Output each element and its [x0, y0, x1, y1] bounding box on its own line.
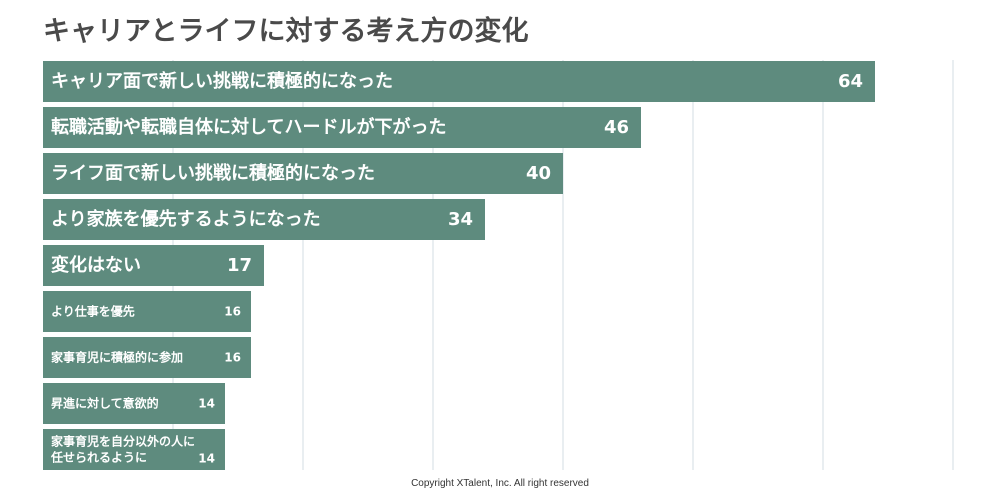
bar	[43, 337, 251, 378]
value-label: 16	[224, 351, 241, 365]
bar	[43, 383, 225, 424]
value-label: 16	[224, 305, 241, 319]
bar	[43, 153, 563, 194]
copyright-footer: Copyright XTalent, Inc. All right reserv…	[411, 478, 589, 489]
bar	[43, 291, 251, 332]
bar	[43, 245, 264, 286]
value-label: 34	[448, 209, 473, 230]
bar	[43, 429, 225, 470]
bar	[43, 61, 875, 102]
category-label: 変化はない	[51, 254, 141, 276]
category-label: キャリア面で新しい挑戦に積極的になった	[51, 70, 393, 92]
category-label: より仕事を優先	[51, 304, 135, 319]
value-label: 46	[604, 117, 629, 138]
bars	[43, 61, 875, 470]
bar	[43, 199, 485, 240]
value-label: 14	[198, 452, 215, 466]
category-label: 家事育児を自分以外の人に任せられるように	[50, 434, 195, 465]
category-label: より家族を優先するようになった	[51, 208, 321, 230]
bar	[43, 107, 641, 148]
value-label: 64	[838, 71, 863, 92]
category-label: ライフ面で新しい挑戦に積極的になった	[51, 162, 375, 184]
category-label: 昇進に対して意欲的	[51, 396, 159, 411]
category-label: 転職活動や転職自体に対してハードルが下がった	[51, 116, 446, 138]
value-label: 17	[227, 255, 252, 276]
category-label: 家事育児に積極的に参加	[51, 350, 183, 365]
value-label: 14	[198, 397, 215, 411]
value-label: 40	[526, 163, 551, 184]
bar-labels: キャリア面で新しい挑戦に積極的になった 64 転職活動や転職自体に対してハードルが下…	[50, 70, 863, 466]
chart-title: キャリアとライフに対する考え方の変化	[43, 16, 529, 47]
